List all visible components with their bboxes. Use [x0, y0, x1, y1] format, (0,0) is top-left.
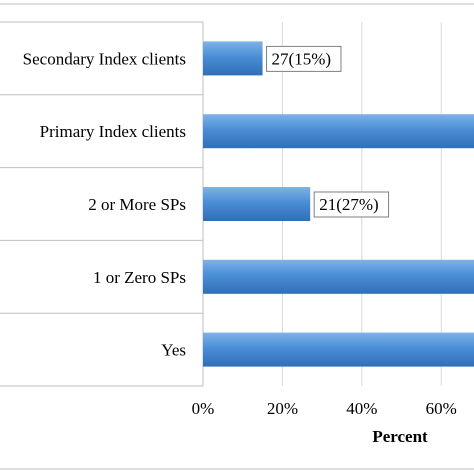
category-label: Yes	[161, 341, 186, 360]
category-labels: Secondary Index clients Primary Index cli…	[23, 49, 186, 359]
bar	[203, 41, 263, 76]
chart-frame	[0, 3, 474, 470]
data-label: 27(15%)	[272, 49, 331, 68]
bar	[203, 114, 474, 149]
x-tick-label: 60%	[426, 399, 457, 418]
bar	[203, 259, 474, 294]
x-tick-label: 20%	[267, 399, 298, 418]
data-label-box	[266, 45, 342, 72]
x-tick-labels: 0%20%40%60%80%100%	[192, 399, 457, 418]
bars	[203, 41, 474, 367]
data-label: 21(27%)	[319, 195, 378, 214]
x-tick-label: 40%	[346, 399, 377, 418]
bar	[203, 187, 311, 221]
category-label: 2 or More SPs	[88, 195, 186, 214]
chart-border	[0, 3, 474, 470]
x-axis-title: Percent	[372, 427, 428, 446]
category-label: 1 or Zero SPs	[93, 268, 186, 287]
data-label-box	[313, 191, 390, 218]
x-tick-label: 0%	[192, 399, 215, 418]
category-label: Primary Index clients	[40, 122, 186, 141]
category-label: Secondary Index clients	[23, 49, 186, 68]
bar	[203, 332, 474, 367]
data-labels: 27(15%)156(85%)21(27%)133(73%)175(96%)	[266, 45, 390, 218]
